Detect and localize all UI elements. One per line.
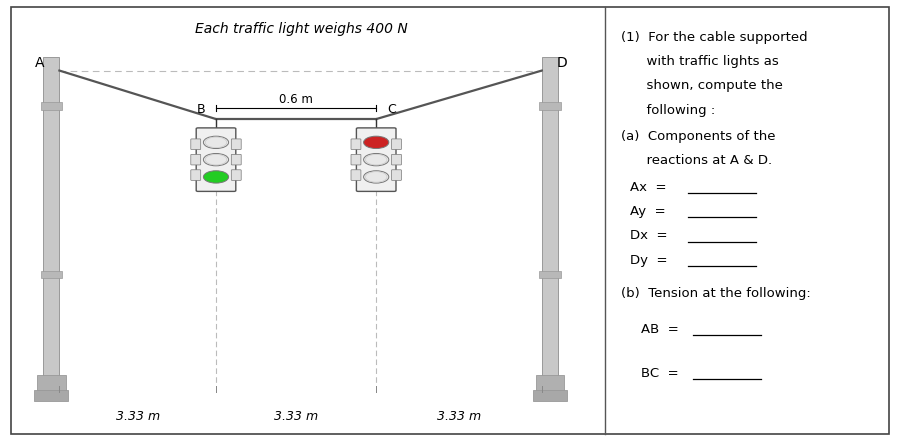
FancyBboxPatch shape xyxy=(356,128,396,191)
Text: BC  =: BC = xyxy=(641,367,679,380)
Text: following :: following : xyxy=(621,104,716,116)
Bar xyxy=(40,272,62,278)
Circle shape xyxy=(364,136,389,149)
FancyBboxPatch shape xyxy=(351,154,361,165)
Text: Dy  =: Dy = xyxy=(630,254,668,266)
Text: B: B xyxy=(196,103,205,116)
FancyBboxPatch shape xyxy=(392,154,401,165)
Text: A: A xyxy=(35,56,44,70)
FancyBboxPatch shape xyxy=(392,170,401,180)
Text: D: D xyxy=(556,56,567,70)
Text: 3.33 m: 3.33 m xyxy=(436,410,482,423)
Circle shape xyxy=(203,136,229,149)
Circle shape xyxy=(203,153,229,166)
Circle shape xyxy=(203,171,229,183)
FancyBboxPatch shape xyxy=(351,170,361,180)
Text: C: C xyxy=(387,103,396,116)
FancyBboxPatch shape xyxy=(231,154,241,165)
Text: 0.6 m: 0.6 m xyxy=(279,93,313,106)
Text: Dx  =: Dx = xyxy=(630,229,668,242)
Bar xyxy=(539,102,561,110)
Text: (a)  Components of the: (a) Components of the xyxy=(621,130,776,143)
Text: Ay  =: Ay = xyxy=(630,205,666,218)
FancyBboxPatch shape xyxy=(351,139,361,149)
FancyBboxPatch shape xyxy=(231,139,241,149)
Bar xyxy=(37,375,66,392)
Circle shape xyxy=(364,171,389,183)
Bar xyxy=(34,390,68,401)
Bar xyxy=(539,272,561,278)
FancyBboxPatch shape xyxy=(392,139,401,149)
Text: Ax  =: Ax = xyxy=(630,181,667,194)
FancyBboxPatch shape xyxy=(191,139,201,149)
Bar xyxy=(43,57,59,384)
FancyBboxPatch shape xyxy=(191,154,201,165)
Text: (1)  For the cable supported: (1) For the cable supported xyxy=(621,31,807,44)
Bar xyxy=(533,390,567,401)
FancyBboxPatch shape xyxy=(231,170,241,180)
Text: Each traffic light weighs 400 N: Each traffic light weighs 400 N xyxy=(195,22,408,36)
Text: shown, compute the: shown, compute the xyxy=(621,79,783,92)
Bar xyxy=(40,102,62,110)
Bar xyxy=(536,375,564,392)
Text: AB  =: AB = xyxy=(641,323,679,336)
Text: reactions at A & D.: reactions at A & D. xyxy=(621,154,772,167)
Text: 3.33 m: 3.33 m xyxy=(274,410,319,423)
FancyBboxPatch shape xyxy=(191,170,201,180)
FancyBboxPatch shape xyxy=(196,128,236,191)
Text: with traffic lights as: with traffic lights as xyxy=(621,55,778,68)
Bar xyxy=(542,57,558,384)
Text: 3.33 m: 3.33 m xyxy=(115,410,160,423)
Text: (b)  Tension at the following:: (b) Tension at the following: xyxy=(621,287,811,299)
Circle shape xyxy=(364,153,389,166)
